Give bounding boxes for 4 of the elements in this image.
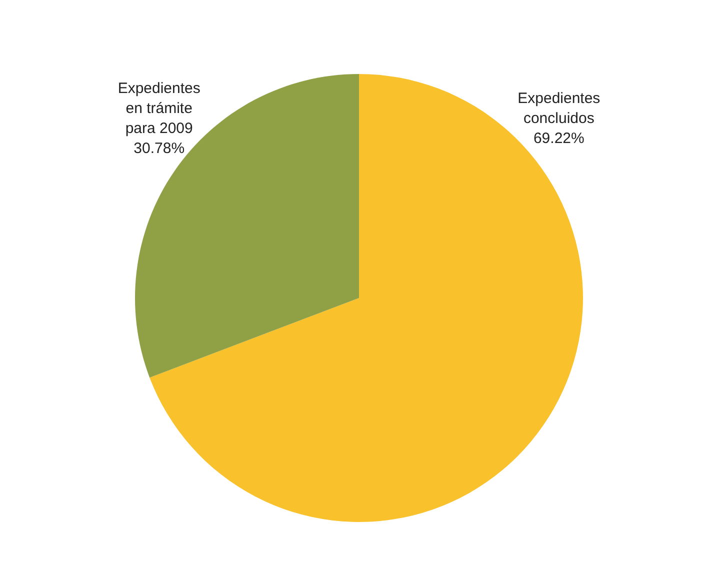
slice-label: Expedientes en trámite para 2009 xyxy=(118,80,200,138)
slice-label: Expedientes concluidos xyxy=(518,90,600,128)
data-label: 30.78% xyxy=(134,140,185,158)
data-label: 69.22% xyxy=(533,130,584,148)
